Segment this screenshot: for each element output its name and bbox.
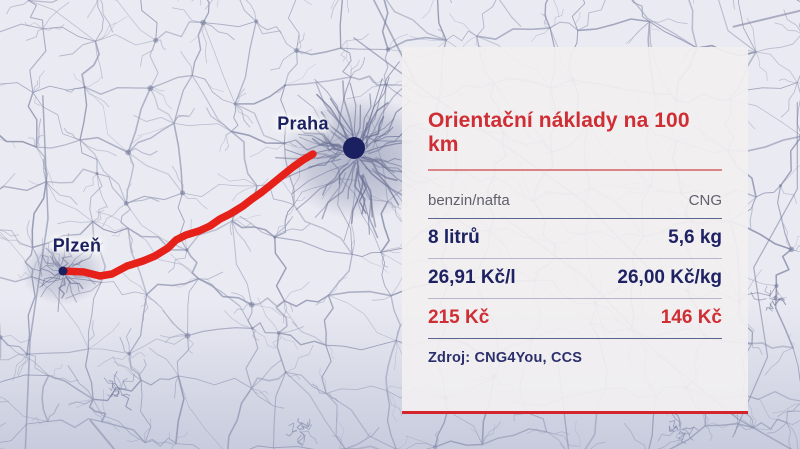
fuel-right-header: CNG [688, 192, 722, 210]
panel-title: Orientační náklady na 100 km [428, 109, 690, 157]
unit-price-row: 26,91 Kč/l 26,00 Kč/kg [428, 259, 722, 300]
city-dot-plze [58, 266, 68, 276]
fuel-type-header-row: benzin/nafta CNG [428, 192, 722, 220]
city-dot-praha [343, 137, 365, 159]
unit-price-cng: 26,00 Kč/kg [617, 267, 722, 289]
cost-info-panel: Orientační náklady na 100 km benzin/naft… [402, 47, 748, 414]
consumption-cng: 5,6 kg [668, 227, 722, 249]
total-cost-row: 215 Kč 146 Kč [428, 299, 722, 340]
source-note: Zdroj: CNG4You, CCS [428, 350, 583, 367]
consumption-row: 8 litrů 5,6 kg [428, 219, 722, 260]
fuel-left-header: benzin/nafta [428, 192, 510, 210]
total-cost-cng: 146 Kč [660, 307, 722, 329]
title-divider [428, 169, 722, 172]
consumption-benzin: 8 litrů [428, 227, 480, 249]
total-cost-benzin: 215 Kč [428, 307, 490, 329]
unit-price-benzin: 26,91 Kč/l [428, 267, 516, 289]
